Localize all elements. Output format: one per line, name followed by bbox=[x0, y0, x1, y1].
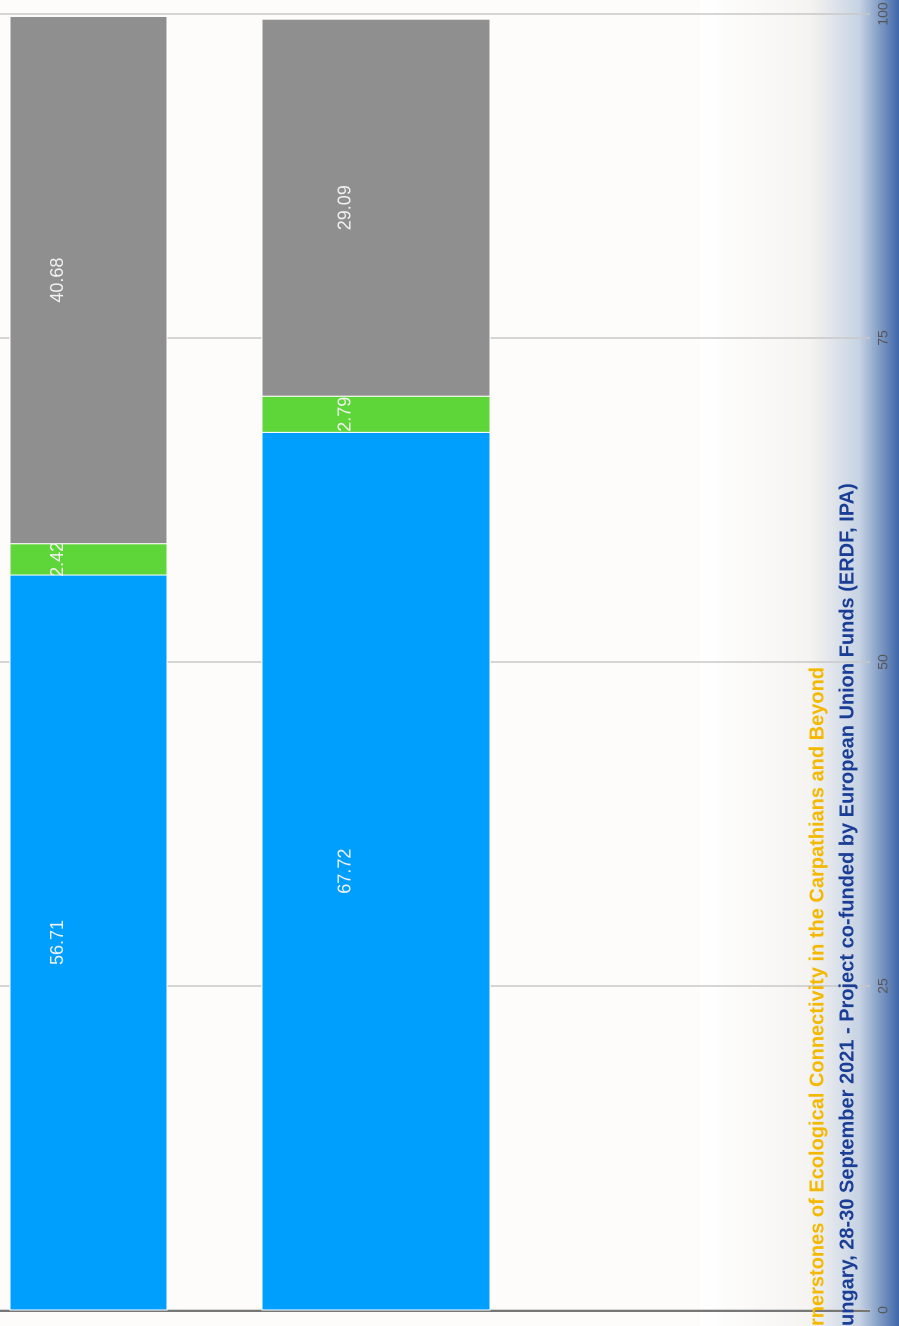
bar-segment bbox=[261, 395, 491, 433]
value-label: 2.42 bbox=[47, 542, 67, 577]
value-label: 67.72 bbox=[335, 849, 355, 894]
slide-title: rnerstones of Ecological Connectivity in… bbox=[806, 667, 828, 1326]
value-label: 56.71 bbox=[47, 920, 67, 965]
bar-segment bbox=[9, 15, 168, 545]
value-label: 29.09 bbox=[335, 185, 355, 230]
y-tick-label: 100 bbox=[875, 2, 891, 26]
y-tick-label: 0 bbox=[875, 1306, 891, 1314]
bar-segment bbox=[9, 543, 168, 576]
y-tick-label: 25 bbox=[875, 978, 891, 994]
background-mountains bbox=[700, 0, 899, 1326]
y-tick-label: 50 bbox=[875, 654, 891, 670]
value-label: 40.68 bbox=[47, 258, 67, 303]
y-tick-label: 75 bbox=[875, 330, 891, 346]
value-label: 2.79 bbox=[335, 397, 355, 432]
bar-segment bbox=[261, 18, 491, 397]
bar-segment bbox=[9, 574, 168, 1311]
bar-segment bbox=[261, 431, 491, 1311]
slide-subtitle: ungary, 28-30 September 2021 - Project c… bbox=[836, 483, 858, 1326]
